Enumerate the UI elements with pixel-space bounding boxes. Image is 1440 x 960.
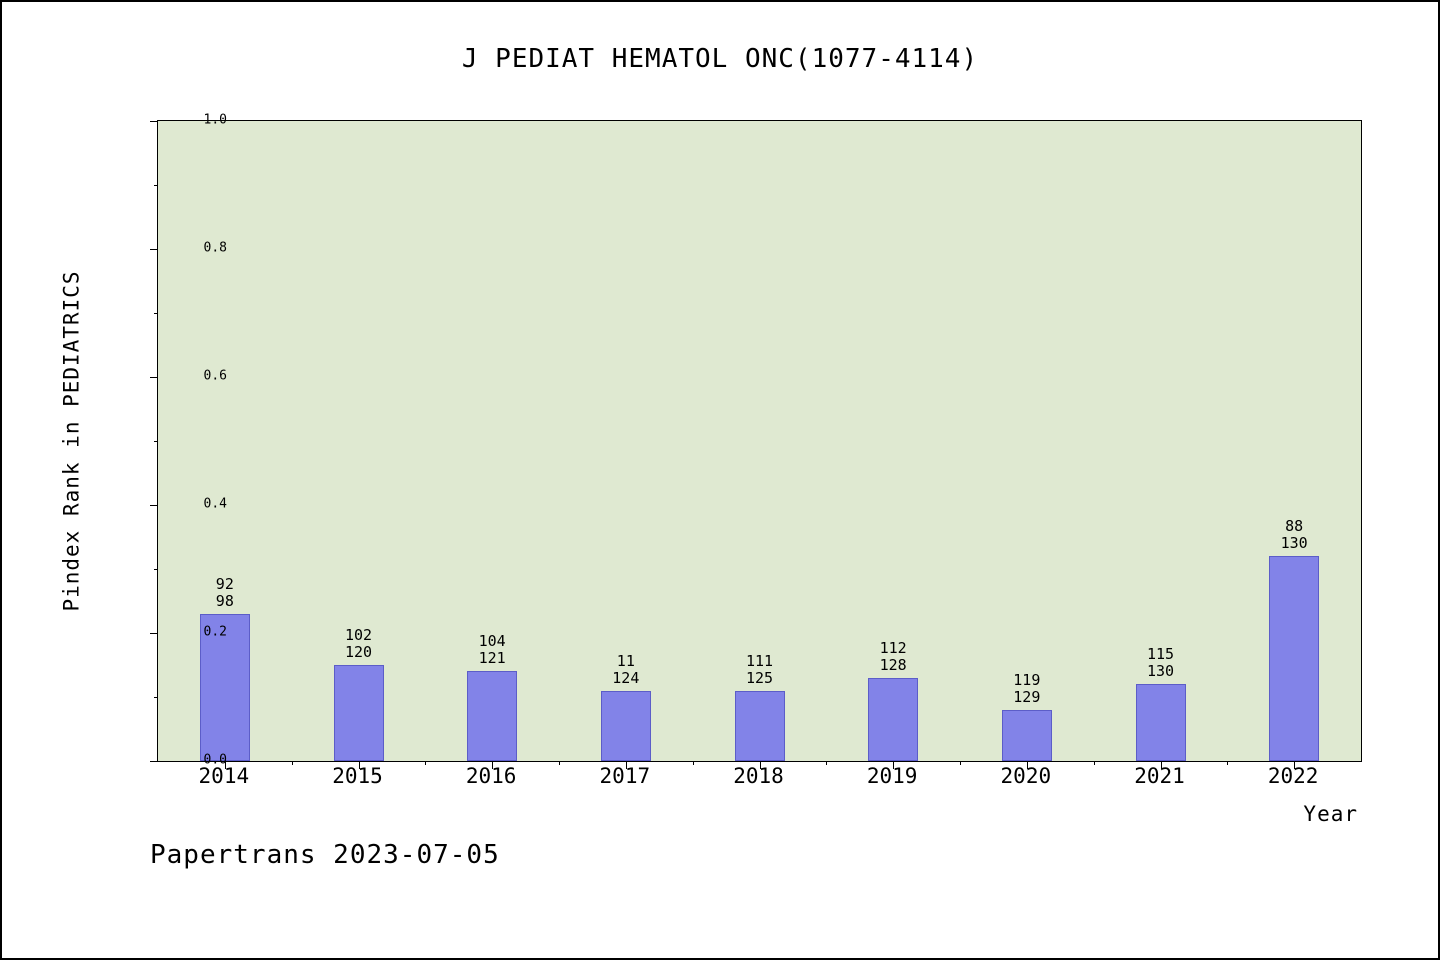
bar[interactable] bbox=[1135, 684, 1186, 761]
y-tick-label: 0.0 bbox=[203, 752, 227, 768]
y-axis-label-wrap: Pindex Rank in PEDIATRICS bbox=[50, 120, 94, 762]
bar-value-label: 112 128 bbox=[879, 638, 907, 674]
y-tick-label: 0.8 bbox=[203, 240, 227, 256]
y-axis-tick bbox=[150, 761, 158, 762]
y-tick-label: 0.6 bbox=[203, 368, 227, 384]
plot-area: 92 98 102 120 104 121 11 124 111 125 112 128 1… bbox=[150, 120, 1362, 769]
x-axis-tick bbox=[224, 761, 226, 769]
x-tick-label: 2018 bbox=[733, 764, 784, 788]
x-axis-minor-tick bbox=[1227, 761, 1229, 765]
y-axis-minor-tick bbox=[154, 569, 158, 570]
bar[interactable] bbox=[467, 671, 518, 761]
bar[interactable] bbox=[600, 690, 651, 761]
x-axis-minor-tick bbox=[1093, 761, 1095, 765]
x-tick-label: 2016 bbox=[465, 764, 517, 788]
y-axis-label: Pindex Rank in PEDIATRICS bbox=[60, 270, 85, 612]
x-axis-tick bbox=[625, 761, 627, 769]
bar[interactable] bbox=[333, 665, 384, 761]
x-axis-tick bbox=[759, 761, 761, 769]
bar-value-label: 102 120 bbox=[344, 626, 373, 661]
x-axis-label: Year bbox=[1303, 802, 1358, 826]
y-tick-label: 0.4 bbox=[203, 496, 227, 512]
bar-value-label: 88 130 bbox=[1280, 517, 1308, 553]
bar-value-label: 92 98 bbox=[215, 574, 234, 610]
x-axis-minor-tick bbox=[291, 761, 293, 765]
x-axis-minor-tick bbox=[960, 761, 961, 765]
bar-value-label: 111 125 bbox=[745, 651, 774, 687]
x-axis-tick bbox=[1026, 761, 1028, 769]
bar-value-label: 119 129 bbox=[1013, 670, 1041, 706]
x-axis-tick bbox=[1294, 761, 1296, 769]
x-axis-minor-tick bbox=[425, 761, 427, 765]
y-axis-minor-tick bbox=[154, 185, 158, 186]
y-axis-tick bbox=[150, 249, 158, 250]
bar[interactable] bbox=[868, 677, 919, 761]
y-axis-minor-tick bbox=[154, 697, 158, 698]
x-tick-label: 2017 bbox=[599, 764, 651, 788]
x-axis-tick bbox=[1160, 761, 1162, 769]
x-tick-label: 2015 bbox=[332, 764, 383, 788]
bar[interactable] bbox=[1001, 709, 1052, 761]
x-tick-label: 2014 bbox=[198, 764, 250, 788]
x-tick-label: 2020 bbox=[1000, 764, 1052, 788]
y-tick-label: 0.2 bbox=[203, 624, 227, 640]
x-tick-label: 2019 bbox=[866, 764, 918, 788]
bar-value-label: 11 124 bbox=[612, 651, 640, 687]
bar[interactable] bbox=[734, 690, 785, 761]
x-tick-label: 2021 bbox=[1134, 764, 1185, 788]
x-axis-tick bbox=[492, 761, 494, 769]
x-axis-minor-tick bbox=[559, 761, 560, 765]
y-tick-label: 1.0 bbox=[203, 112, 227, 128]
bar-value-label: 104 121 bbox=[478, 632, 506, 668]
x-tick-label: 2022 bbox=[1267, 764, 1319, 788]
y-axis-minor-tick bbox=[154, 313, 158, 314]
y-axis-tick bbox=[150, 121, 158, 122]
bar[interactable] bbox=[199, 613, 250, 761]
x-axis-tick bbox=[893, 761, 895, 769]
y-axis-minor-tick bbox=[154, 441, 158, 442]
x-axis-minor-tick bbox=[826, 761, 828, 765]
chart-title: J PEDIAT HEMATOL ONC(1077-4114) bbox=[461, 44, 979, 74]
y-axis-tick bbox=[150, 633, 158, 634]
x-axis-tick bbox=[358, 761, 360, 769]
bar[interactable] bbox=[1269, 556, 1320, 761]
footer-watermark: Papertrans 2023-07-05 bbox=[150, 840, 500, 870]
y-axis-tick bbox=[150, 377, 158, 378]
y-axis-tick bbox=[150, 505, 158, 506]
x-axis-minor-tick bbox=[692, 761, 694, 765]
bar-value-label: 115 130 bbox=[1146, 645, 1175, 681]
